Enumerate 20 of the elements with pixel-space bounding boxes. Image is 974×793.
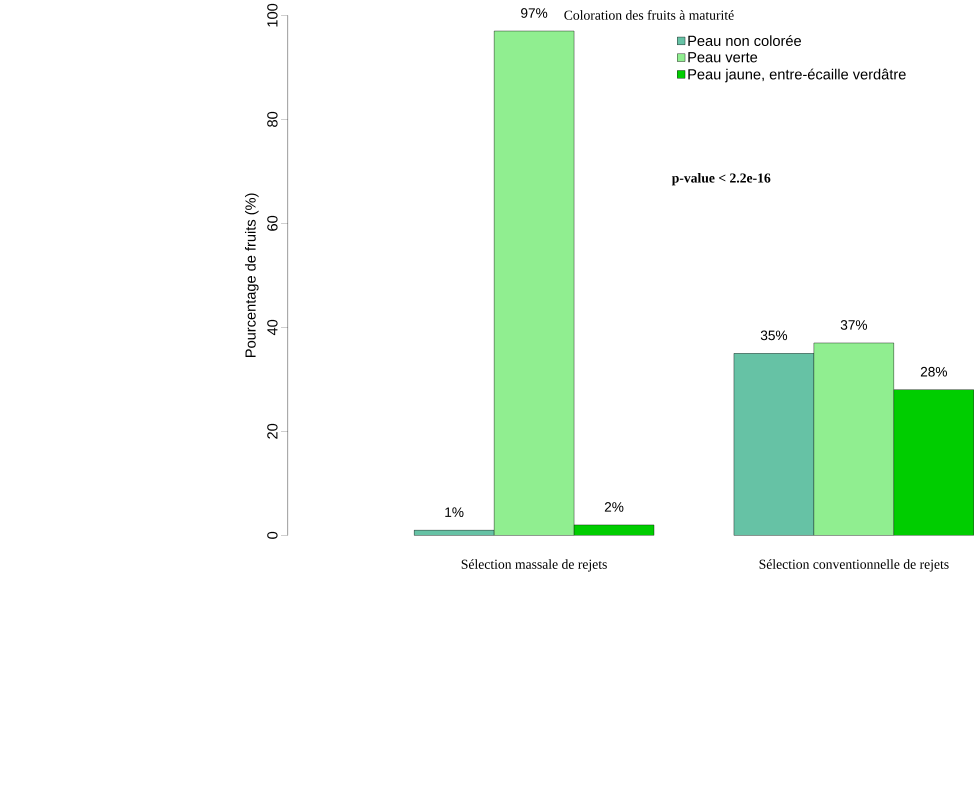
data-label: 35% — [760, 330, 788, 340]
y-tick-label: 20 — [267, 424, 278, 439]
data-label: 37% — [840, 320, 868, 330]
annotation: p-value < 2.2e-16 — [672, 173, 770, 186]
y-tick-label: 100 — [267, 4, 278, 27]
legend-label: Peau non colorée — [688, 35, 801, 46]
legend-label: Peau jaune, entre-écaille verdâtre — [688, 68, 906, 82]
y-tick-label: 60 — [267, 216, 278, 231]
y-tick-label: 0 — [267, 532, 278, 539]
x-tick-label: Sélection massale de rejets — [462, 559, 607, 572]
data-label: 97% — [521, 8, 548, 18]
data-label: 1% — [445, 508, 464, 518]
y-tick-label: 80 — [267, 112, 278, 128]
y-axis-title: Pourcentage de fruits (%) — [244, 194, 259, 358]
legend-label: Peau verte — [688, 52, 758, 63]
data-label: 2% — [604, 502, 624, 512]
y-tick-label: 40 — [267, 320, 278, 336]
legend-title: Coloration des fruits à maturité — [564, 10, 734, 20]
data-label: 28% — [920, 367, 947, 377]
x-tick-label: Sélection conventionnelle de rejets — [760, 559, 949, 572]
